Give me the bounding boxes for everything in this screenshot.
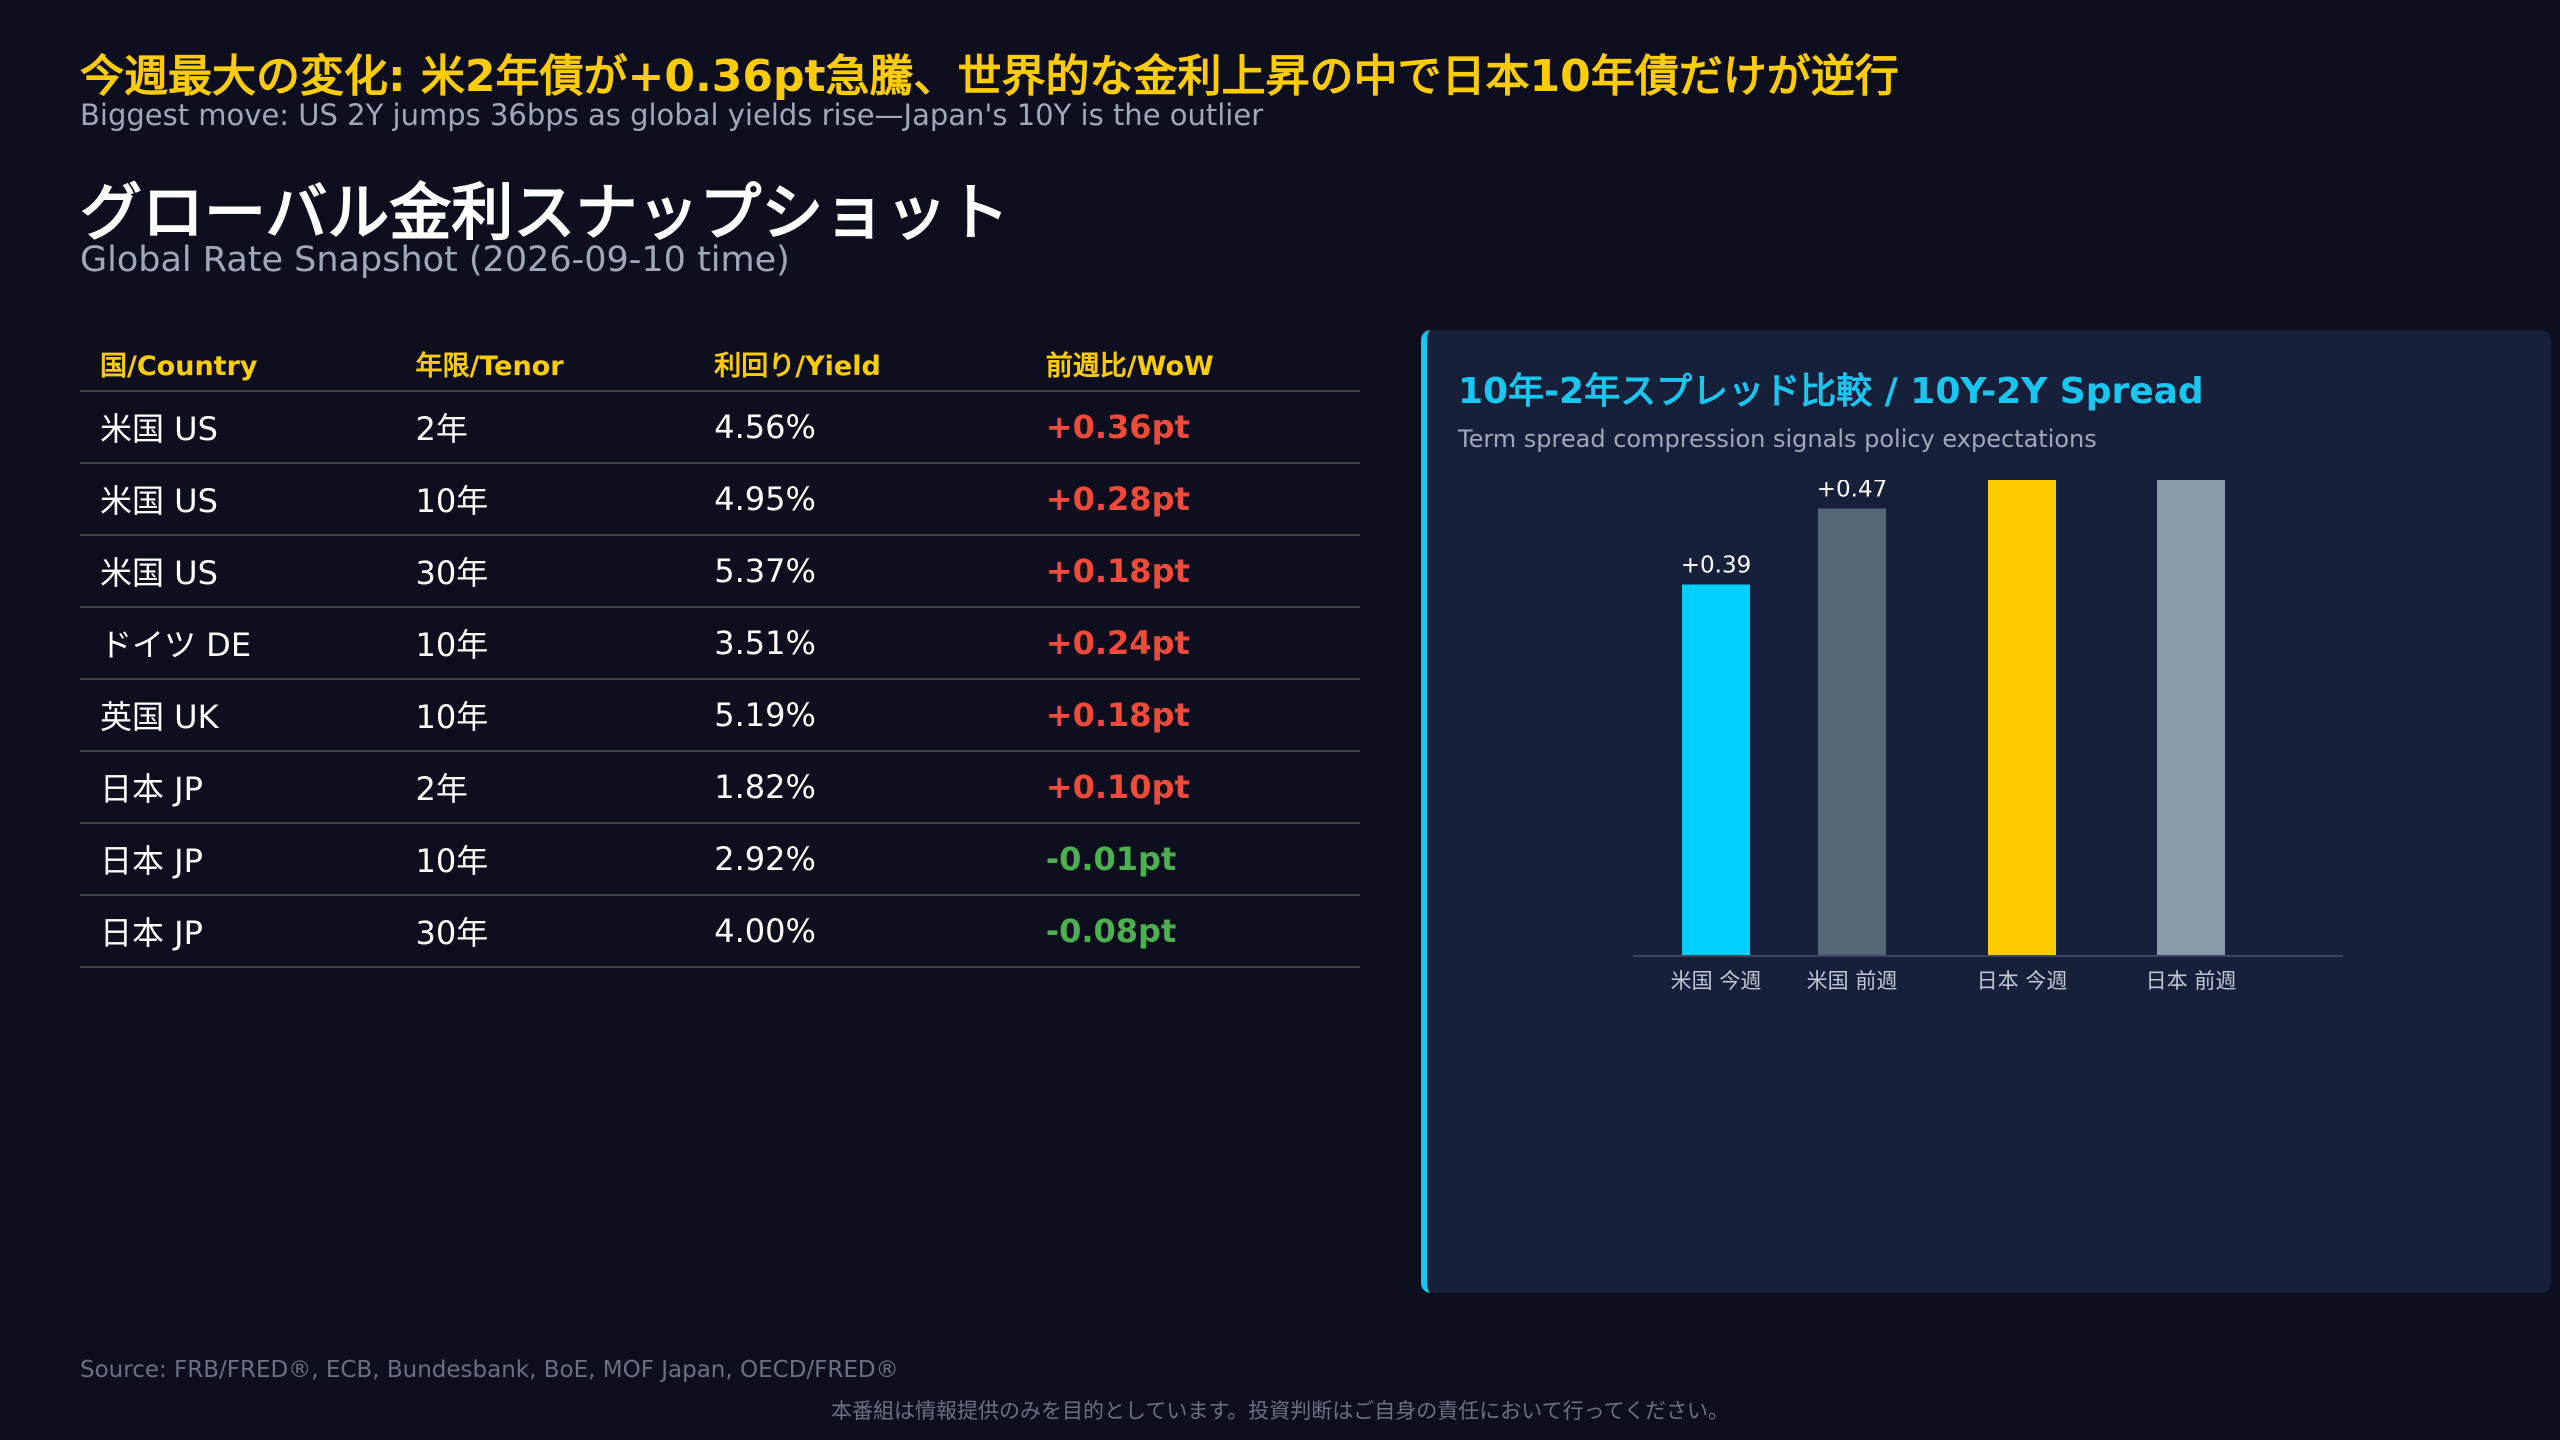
table-cell: +0.10pt (1025, 751, 1360, 824)
column-header: 国/Country (80, 336, 396, 392)
table-cell: 4.56% (694, 391, 1026, 464)
table-cell: 3.51% (694, 607, 1026, 680)
table-cell: 30年 (395, 535, 695, 608)
table-row: 米国 US 30年 5.37% +0.18pt (80, 535, 1360, 608)
table-cell: -0.01pt (1025, 823, 1360, 896)
table-row: 日本 JP 2年 1.82% +0.10pt (80, 751, 1360, 824)
table-row: 米国 US 2年 4.56% +0.36pt (80, 391, 1360, 464)
section-subheading: Global Rate Snapshot (2026-09-10 time) (80, 240, 790, 280)
table-cell: 30年 (395, 895, 695, 968)
table-header: 国/Country 年限/Tenor 利回り/Yield 前週比/WoW (80, 336, 1360, 392)
chart-panel (1421, 330, 2551, 1293)
table-row: 日本 JP 30年 4.00% -0.08pt (80, 895, 1360, 968)
table-cell: +0.18pt (1025, 679, 1360, 752)
x-tick-label: 米国 今週 (1671, 969, 1762, 993)
table-cell: 米国 US (80, 391, 396, 464)
column-header: 前週比/WoW (1025, 336, 1360, 392)
table-cell: +0.36pt (1025, 391, 1360, 464)
chart-title: 10年-2年スプレッド比較 / 10Y-2Y Spread (1458, 371, 2204, 412)
disclaimer: 本番組は情報提供のみを目的としています。投資判断はご自身の責任において行ってくだ… (831, 1399, 1729, 1423)
x-tick-label: 日本 今週 (1977, 969, 2068, 993)
value-label: +0.47 (1817, 477, 1887, 503)
rate-table: 国/Country 年限/Tenor 利回り/Yield 前週比/WoW 米国 US 2年… (80, 336, 1360, 968)
table-cell: 4.95% (694, 463, 1026, 536)
table-cell: 2.92% (694, 823, 1026, 896)
table-cell: 日本 JP (80, 823, 396, 896)
table-cell: 10年 (395, 607, 695, 680)
table-cell: 10年 (395, 463, 695, 536)
bar (2157, 480, 2225, 955)
table-cell: +0.28pt (1025, 463, 1360, 536)
x-tick-label: 米国 前週 (1807, 969, 1898, 993)
table-body: 米国 US 2年 4.56% +0.36pt 米国 US 10年 4.95% +0.28pt 米… (80, 391, 1360, 968)
table-cell: 米国 US (80, 463, 396, 536)
table-cell: 2年 (395, 391, 695, 464)
table-cell: +0.18pt (1025, 535, 1360, 608)
table-cell: 1.82% (694, 751, 1026, 824)
plot-area: +0.39 +0.47 +1.10 (1681, 448, 2225, 955)
table-cell: 4.00% (694, 895, 1026, 968)
column-header: 利回り/Yield (694, 336, 1026, 392)
value-label: +0.39 (1681, 553, 1751, 579)
headline: 今週最大の変化: 米2年債が+0.36pt急騰、世界的な金利上昇の中で日本10年… (80, 51, 1899, 102)
table-cell: 2年 (395, 751, 695, 824)
table-row: 米国 US 10年 4.95% +0.28pt (80, 463, 1360, 536)
bar (1988, 480, 2056, 955)
table-cell: ドイツ DE (80, 607, 396, 680)
table-cell: 日本 JP (80, 895, 396, 968)
table-row: 英国 UK 10年 5.19% +0.18pt (80, 679, 1360, 752)
value-label: +1.10 (1987, 448, 2057, 474)
table-cell: +0.24pt (1025, 607, 1360, 680)
table-cell: 米国 US (80, 535, 396, 608)
table-cell: 英国 UK (80, 679, 396, 752)
table-cell: 5.19% (694, 679, 1026, 752)
column-header: 年限/Tenor (395, 336, 695, 392)
table-cell: 日本 JP (80, 751, 396, 824)
bar (1818, 508, 1886, 955)
table-cell: 5.37% (694, 535, 1026, 608)
table-row: 日本 JP 10年 2.92% -0.01pt (80, 823, 1360, 896)
section-heading: グローバル金利スナップショット (80, 176, 1010, 249)
table-cell: 10年 (395, 823, 695, 896)
chart-subtitle: Term spread compression signals policy e… (1458, 425, 2097, 453)
bar (1682, 584, 1750, 955)
x-tick-label: 日本 前週 (2146, 969, 2237, 993)
table-cell: -0.08pt (1025, 895, 1360, 968)
source-note: Source: FRB/FRED®, ECB, Bundesbank, BoE,… (80, 1357, 899, 1383)
table-row: ドイツ DE 10年 3.51% +0.24pt (80, 607, 1360, 680)
headline-subtitle: Biggest move: US 2Y jumps 36bps as globa… (80, 98, 1264, 132)
table-cell: 10年 (395, 679, 695, 752)
